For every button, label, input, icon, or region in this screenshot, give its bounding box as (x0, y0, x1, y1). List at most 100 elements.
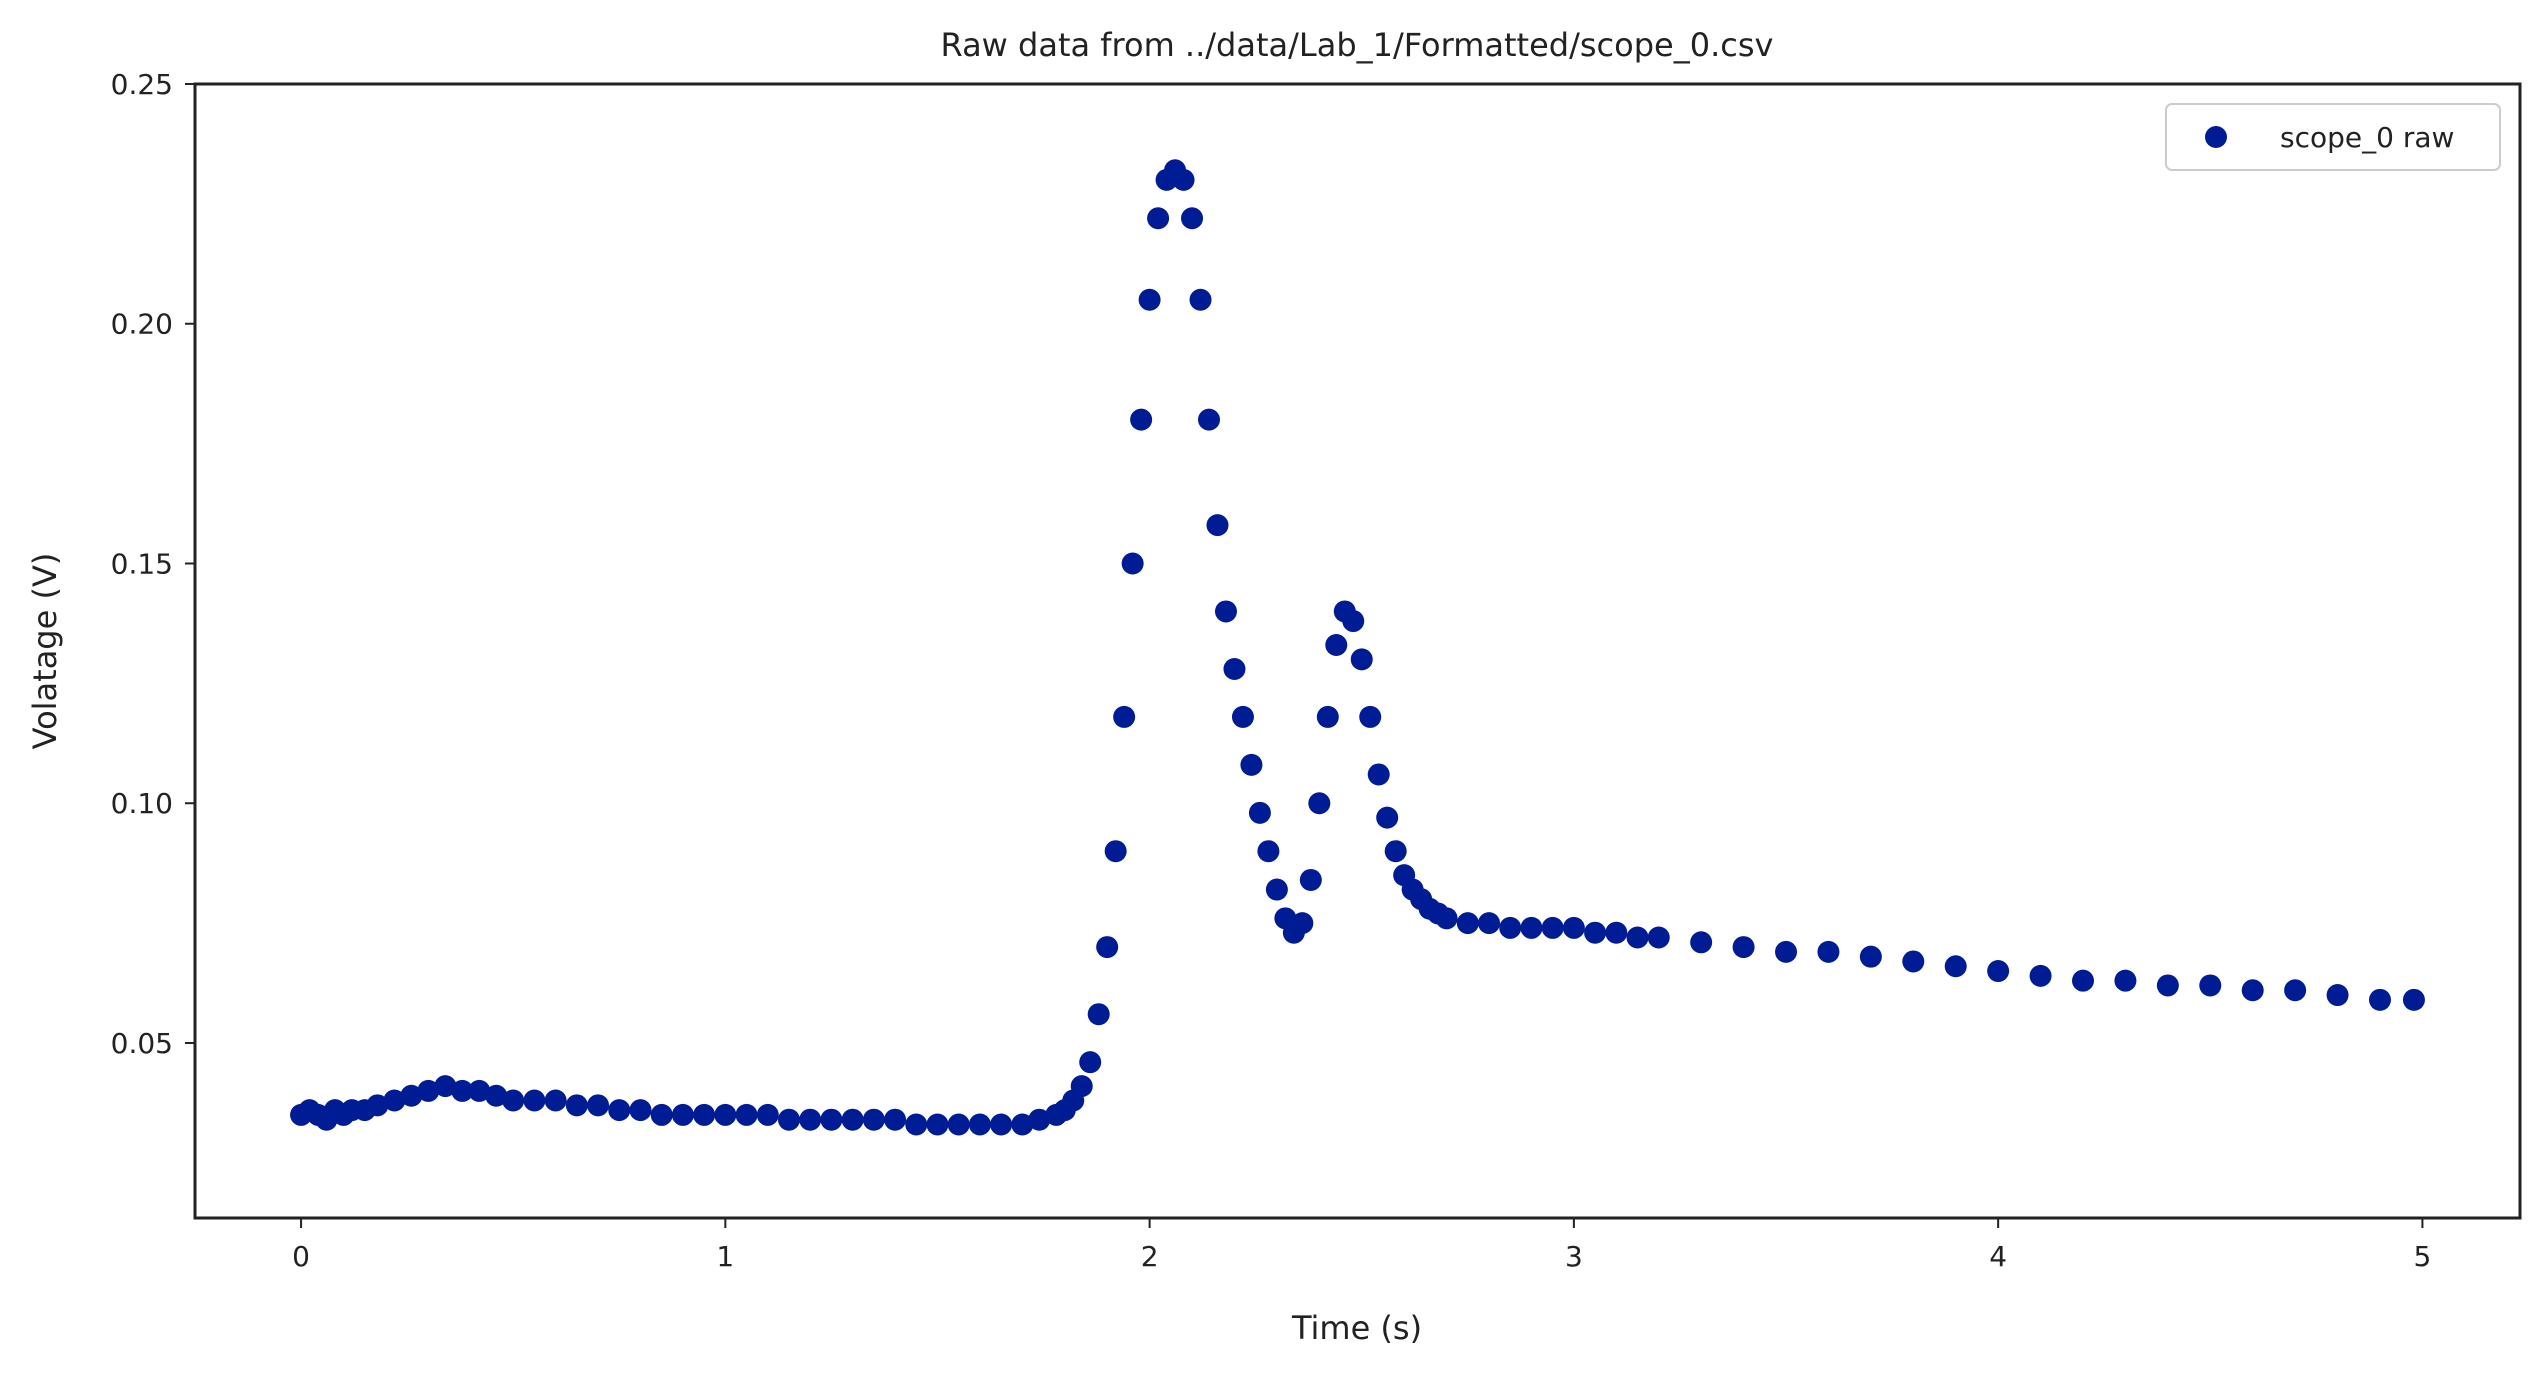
data-point (1104, 840, 1127, 863)
data-point (650, 1103, 673, 1126)
data-point (1130, 408, 1153, 431)
data-point (2402, 988, 2425, 1011)
data-point (2241, 979, 2264, 1002)
data-point (1308, 792, 1331, 815)
data-point (1214, 600, 1237, 623)
data-point (1291, 912, 1314, 935)
data-point (1817, 940, 1840, 963)
data-point (884, 1108, 907, 1131)
data-point (2156, 974, 2179, 997)
legend: scope_0 raw (2165, 103, 2501, 171)
data-point (565, 1094, 588, 1117)
data-point (383, 1089, 406, 1112)
data-point (1079, 1051, 1102, 1074)
data-point (862, 1108, 885, 1131)
data-point (1690, 931, 1713, 954)
y-tick-label: 0.25 (111, 68, 173, 101)
x-tick-label: 1 (716, 1240, 734, 1273)
x-tick-label: 4 (1989, 1240, 2007, 1273)
y-tick-label: 0.15 (111, 547, 173, 580)
data-point (1087, 1003, 1110, 1026)
data-point (1189, 288, 1212, 311)
data-point (693, 1103, 716, 1126)
data-point (2029, 964, 2052, 987)
data-point (1367, 763, 1390, 786)
data-point (434, 1075, 457, 1098)
data-point (2199, 974, 2222, 997)
data-point (1859, 945, 1882, 968)
data-point (1223, 657, 1246, 680)
chart-title: Raw data from ../data/Lab_1/Formatted/sc… (941, 26, 1774, 64)
y-tick-label: 0.20 (111, 308, 173, 341)
data-point (1028, 1108, 1051, 1131)
data-point (1011, 1113, 1034, 1136)
data-point (1070, 1075, 1093, 1098)
data-point (1248, 801, 1271, 824)
data-point (990, 1113, 1013, 1136)
data-point (1384, 840, 1407, 863)
data-point (947, 1113, 970, 1136)
data-point (841, 1108, 864, 1131)
data-point (400, 1084, 423, 1107)
data-point (608, 1099, 631, 1122)
data-point (1299, 868, 1322, 891)
data-point (1647, 926, 1670, 949)
data-point (1265, 878, 1288, 901)
data-point (1240, 753, 1263, 776)
x-tick-label: 3 (1565, 1240, 1583, 1273)
data-point (1605, 921, 1628, 944)
data-point (1147, 207, 1170, 230)
y-tick-label: 0.10 (111, 787, 173, 820)
data-point (2326, 984, 2349, 1007)
data-point (2072, 969, 2095, 992)
data-point (1478, 912, 1501, 935)
x-axis-label: Time (s) (1291, 1309, 1422, 1347)
data-point (799, 1108, 822, 1131)
data-point (1121, 552, 1144, 575)
data-point (1520, 916, 1543, 939)
x-tick-label: 2 (1141, 1240, 1159, 1273)
data-point (905, 1113, 928, 1136)
legend-marker (2205, 126, 2227, 148)
data-point (2114, 969, 2137, 992)
x-tick-label: 0 (292, 1240, 310, 1273)
data-point (544, 1089, 567, 1112)
legend-label-scope-0-raw: scope_0 raw (2280, 121, 2454, 154)
data-point (1499, 916, 1522, 939)
y-axis: 0.05 0.10 0.15 0.20 0.25 (111, 68, 195, 1060)
data-point (1181, 207, 1204, 230)
axes-frame (193, 82, 2522, 1220)
data-point (2368, 988, 2391, 1011)
data-point (1316, 705, 1339, 728)
data-point (1732, 936, 1755, 959)
data-point (756, 1103, 779, 1126)
data-point (417, 1079, 440, 1102)
data-point (1096, 936, 1119, 959)
data-point (735, 1103, 758, 1126)
data-point (1626, 926, 1649, 949)
data-point (1359, 705, 1382, 728)
data-point (366, 1094, 389, 1117)
data-point (926, 1113, 949, 1136)
data-point (968, 1113, 991, 1136)
data-point (1113, 705, 1136, 728)
data-point (820, 1108, 843, 1131)
data-point (2284, 979, 2307, 1002)
plot-area (193, 82, 2522, 1220)
data-point (777, 1108, 800, 1131)
data-point (1231, 705, 1254, 728)
data-point (1342, 610, 1365, 633)
y-tick-label: 0.05 (111, 1027, 173, 1060)
x-axis: 0 1 2 3 4 5 (292, 1218, 2431, 1273)
data-point (1138, 288, 1161, 311)
data-point (1435, 907, 1458, 930)
data-point (1325, 634, 1348, 657)
data-point (502, 1089, 525, 1112)
data-point (468, 1079, 491, 1102)
data-point (451, 1079, 474, 1102)
legend-frame (2165, 103, 2501, 171)
data-point (714, 1103, 737, 1126)
data-point (629, 1099, 652, 1122)
data-point (1987, 960, 2010, 983)
data-point (1902, 950, 1925, 973)
